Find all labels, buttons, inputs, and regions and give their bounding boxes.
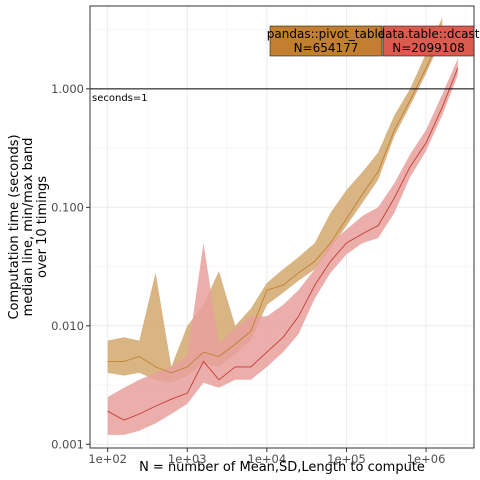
y-axis-title-line: over 10 timings xyxy=(35,176,50,278)
panel-border xyxy=(89,5,475,449)
median-line-data-table-dcast xyxy=(107,67,459,421)
reference-line-label: seconds=1 xyxy=(92,93,148,104)
x-tick-label: 1e+04 xyxy=(248,452,287,466)
reference-line-group: seconds=1 xyxy=(90,88,474,104)
label-box-series-name: data.table::dcast xyxy=(378,27,480,41)
y-tick-label: 1.000 xyxy=(51,82,84,96)
y-axis-title-line: Computation time (seconds) xyxy=(7,134,22,319)
x-tick-label: 1e+03 xyxy=(168,452,207,466)
label-box-series-name: pandas::pivot_table xyxy=(267,27,385,41)
median-line-pandas-pivot-table xyxy=(107,32,443,374)
y-tick-label: 0.001 xyxy=(51,437,84,451)
min-max-bands xyxy=(107,17,458,435)
axis-tick-labels: 1e+02 1e+03 1e+04 1e+05 1e+06 0.001 0.010 0.100… xyxy=(51,82,445,466)
x-tick-label: 1e+02 xyxy=(88,452,127,466)
median-lines xyxy=(107,32,459,421)
x-tick-label: 1e+06 xyxy=(407,452,446,466)
label-box-n-value: N=2099108 xyxy=(392,41,464,55)
label-box-background xyxy=(382,25,475,57)
axis-ticks xyxy=(86,88,427,452)
y-axis-title-line: median line, min/max band xyxy=(21,138,36,317)
band-data-table-dcast xyxy=(107,58,458,435)
label-box-n-value: N=654177 xyxy=(294,41,359,55)
x-tick-label: 1e+05 xyxy=(327,452,366,466)
y-axis-title: Computation time (seconds) median line, m… xyxy=(7,134,50,319)
y-tick-label: 0.100 xyxy=(51,200,84,214)
label-box-background xyxy=(269,25,383,57)
band-pandas-pivot-table xyxy=(107,17,443,383)
x-axis-title: N = number of Mean,SD,Length to compute xyxy=(139,460,425,475)
y-tick-label: 0.010 xyxy=(51,319,84,333)
series-label-boxes: pandas::pivot_tableN=654177data.table::d… xyxy=(267,25,480,57)
